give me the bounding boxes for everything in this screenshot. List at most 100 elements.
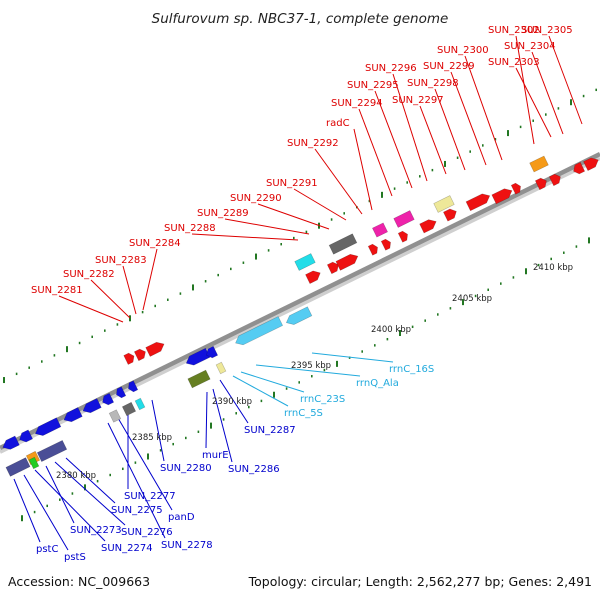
gene-lower-box-4-shape xyxy=(108,409,122,423)
gene-lower-box-5-shape xyxy=(121,401,137,417)
gene-lower-2 xyxy=(34,417,62,436)
leader-line xyxy=(257,203,330,230)
leader-line xyxy=(107,422,166,539)
leader-line xyxy=(548,35,583,125)
gene-features xyxy=(2,155,599,477)
gene-label: SUN_2275 xyxy=(111,505,163,516)
gene-upper-7-shape xyxy=(380,238,391,251)
gene-lower-2-shape xyxy=(34,417,62,436)
gene-label: panD xyxy=(168,512,195,523)
gene-upper-17 xyxy=(583,157,599,171)
gene-lower-box-1-shape xyxy=(36,439,68,463)
gene-lower-5-shape xyxy=(102,392,115,406)
gene-upper-1-shape xyxy=(133,348,146,362)
leader-line xyxy=(240,371,305,393)
leader-line xyxy=(122,265,137,315)
leader-line xyxy=(353,128,373,211)
gene-label: SUN_2304 xyxy=(504,41,556,52)
gene-upper-8 xyxy=(397,230,408,243)
gene-upper-box-0-shape xyxy=(328,233,358,255)
backbone-shadow xyxy=(0,156,600,454)
gene-upper-3-shape xyxy=(305,270,321,284)
gene-lower-box-5 xyxy=(121,401,137,417)
gene-lower-box-1 xyxy=(36,439,68,463)
gene-label: murE xyxy=(202,450,229,461)
position-labels: 2380 kbp 2385 kbp 2390 kbp 2395 kbp 2400 kbp… xyxy=(56,263,573,481)
gene-label: pstC xyxy=(36,544,58,555)
leader-line xyxy=(434,88,466,171)
gene-lower-0-shape xyxy=(2,435,20,450)
kbp-label: 2405 kbp xyxy=(452,294,492,304)
gene-label: rrnC_16S xyxy=(389,364,434,375)
gene-upper-10-shape xyxy=(443,208,457,222)
leader-line xyxy=(219,379,249,424)
gene-lower-box-3 xyxy=(215,361,227,375)
gene-lower-4-shape xyxy=(82,398,102,414)
leader-line xyxy=(255,364,361,377)
gene-label: SUN_2282 xyxy=(63,269,115,280)
leader-line xyxy=(58,295,124,323)
gene-lower-box-6 xyxy=(134,397,146,411)
gene-upper-2 xyxy=(145,341,165,357)
leader-line xyxy=(54,461,126,526)
gene-label: SUN_2295 xyxy=(347,80,399,91)
gene-upper-14-shape xyxy=(534,177,547,191)
leader-line xyxy=(13,478,41,543)
gene-upper-box-1-shape xyxy=(372,222,388,238)
gene-upper-4 xyxy=(326,261,339,275)
gene-lower-3-shape xyxy=(63,407,83,423)
gene-label: rrnC_5S xyxy=(284,408,323,419)
gene-label: SUN_2283 xyxy=(95,255,147,266)
gene-upper-box-4-shape xyxy=(529,155,549,173)
gene-upper-0-shape xyxy=(123,352,135,365)
gene-upper-11-shape xyxy=(465,193,491,212)
gene-lower-11 xyxy=(285,306,313,325)
kbp-label: 2380 kbp xyxy=(56,471,96,481)
gene-lower-0 xyxy=(2,435,20,450)
gene-upper-box-2-shape xyxy=(393,210,415,228)
gene-lower-9 xyxy=(206,345,219,359)
leader-line xyxy=(212,388,233,463)
gene-label: SUN_2290 xyxy=(230,193,282,204)
gene-lower-3 xyxy=(63,407,83,423)
gene-label: SUN_2292 xyxy=(287,138,339,149)
gene-label: SUN_2289 xyxy=(197,208,249,219)
gene-label: SUN_2303 xyxy=(488,57,540,68)
gene-upper-10 xyxy=(443,208,457,222)
gene-lower-7 xyxy=(128,380,139,393)
leader-line xyxy=(23,474,69,551)
gene-upper-6-shape xyxy=(367,243,378,256)
gene-upper-box-0 xyxy=(328,233,358,255)
leader-line xyxy=(419,105,447,175)
gene-upper-box-2 xyxy=(393,210,415,228)
gene-upper-3 xyxy=(305,270,321,284)
gene-label: SUN_2281 xyxy=(31,285,83,296)
leader-line xyxy=(117,417,173,511)
gene-label: SUN_2298 xyxy=(407,78,459,89)
gene-lower-10 xyxy=(235,316,284,346)
leader-line xyxy=(314,148,363,215)
leader-line xyxy=(151,399,165,462)
gene-label: SUN_2302 xyxy=(488,25,540,36)
genome-backbone xyxy=(0,151,600,454)
gene-upper-5 xyxy=(335,253,359,271)
kbp-label: 2395 kbp xyxy=(291,361,331,371)
leader-line xyxy=(531,51,564,135)
gene-upper-5-shape xyxy=(335,253,359,271)
gene-upper-box-5-shape xyxy=(294,253,316,271)
leader-line xyxy=(450,71,487,166)
leader-line xyxy=(142,248,158,311)
gene-label: SUN_2288 xyxy=(164,223,216,234)
leader-line xyxy=(392,73,428,182)
leader-line xyxy=(45,465,75,524)
gene-upper-13 xyxy=(510,182,521,195)
leader-line xyxy=(191,233,299,241)
leader-line xyxy=(232,375,289,407)
gene-label: pstS xyxy=(64,552,86,563)
gene-lower-box-8 xyxy=(28,456,40,470)
gene-upper-12 xyxy=(491,188,513,205)
gene-upper-1 xyxy=(133,348,146,362)
gene-upper-15-shape xyxy=(548,173,561,187)
leader-line xyxy=(224,218,310,235)
